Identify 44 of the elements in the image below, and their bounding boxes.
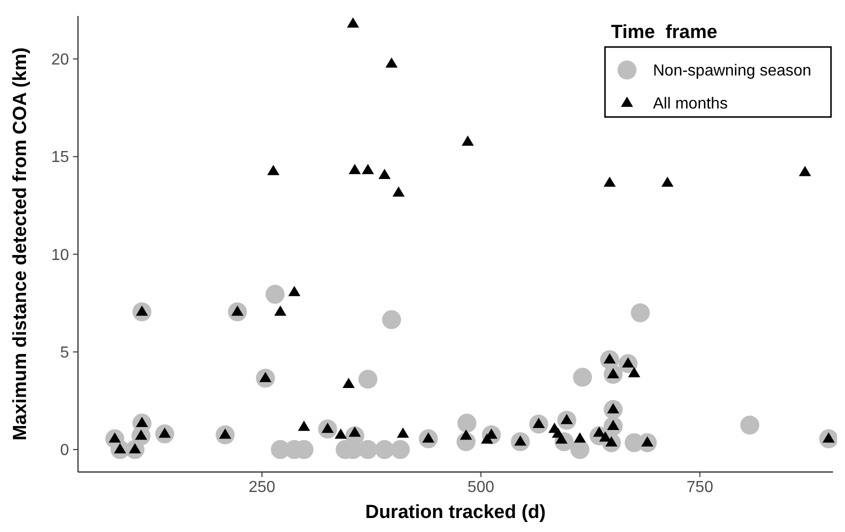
x-tick-label: 250 (248, 479, 276, 496)
y-tick-label: 10 (51, 246, 70, 264)
legend-title: Time frame (611, 22, 718, 43)
point (460, 429, 472, 440)
y-tick-label: 20 (51, 52, 70, 69)
point (298, 420, 310, 431)
point (362, 164, 374, 174)
legend-label: All months (653, 96, 728, 113)
point (334, 428, 347, 439)
y-axis-title: Maximum distance detected from COA (km) (10, 47, 31, 441)
point (740, 416, 760, 435)
point (382, 310, 402, 330)
point (342, 378, 355, 388)
point (604, 176, 616, 187)
point (274, 305, 286, 316)
legend-label: Non-spawning season (653, 62, 812, 80)
point (457, 414, 476, 433)
point (798, 166, 812, 176)
point (599, 431, 612, 442)
point (570, 440, 590, 460)
x-tick-label: 750 (686, 479, 714, 496)
point (462, 136, 474, 146)
point (630, 303, 650, 322)
point (574, 432, 586, 443)
point (390, 440, 410, 460)
y-tick-label: 15 (51, 149, 70, 166)
x-axis-title: Duration tracked (d) (365, 502, 546, 523)
point (628, 366, 640, 378)
point (396, 428, 410, 438)
x-tick-label: 500 (468, 479, 494, 496)
point (375, 440, 394, 460)
point (288, 286, 300, 296)
point (266, 284, 285, 304)
point (385, 57, 398, 68)
point (392, 186, 405, 197)
point (346, 17, 360, 28)
point (573, 368, 592, 387)
y-tick-label: 5 (60, 344, 70, 362)
point (348, 164, 361, 174)
point (358, 370, 378, 389)
point (267, 164, 280, 176)
y-tick-label: 0 (60, 442, 70, 460)
point (661, 176, 674, 187)
point (378, 168, 391, 179)
